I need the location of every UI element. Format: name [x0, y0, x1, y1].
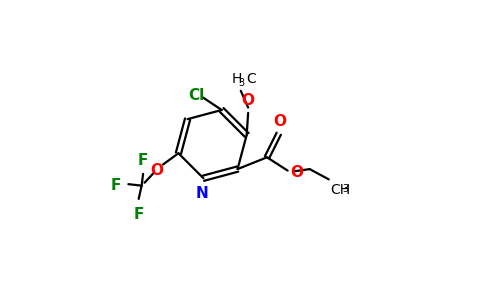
Text: O: O: [242, 93, 255, 108]
Text: 3: 3: [238, 78, 244, 88]
Text: O: O: [290, 164, 303, 179]
Text: F: F: [138, 153, 148, 168]
Text: H: H: [232, 72, 242, 86]
Text: O: O: [151, 163, 164, 178]
Text: F: F: [134, 207, 144, 222]
Text: CH: CH: [330, 183, 350, 197]
Text: C: C: [247, 72, 257, 86]
Text: N: N: [196, 186, 208, 201]
Text: Cl: Cl: [189, 88, 205, 103]
Text: 3: 3: [342, 184, 348, 194]
Text: O: O: [274, 114, 287, 129]
Text: F: F: [111, 178, 121, 193]
